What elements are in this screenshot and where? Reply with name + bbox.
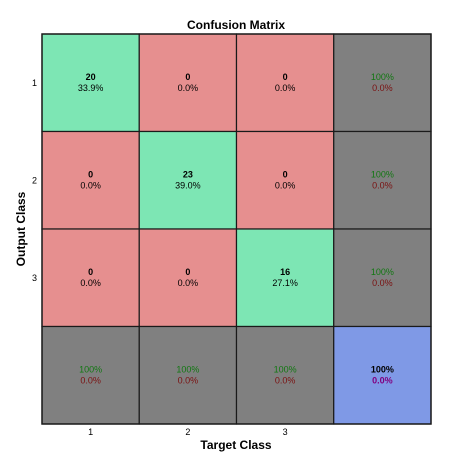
cell-count: 16: [280, 267, 290, 277]
cell-percent: 0.0%: [275, 180, 296, 190]
cell-count: 0: [88, 169, 93, 179]
cell-count: 0: [283, 72, 288, 82]
summary-correct: 100%: [79, 364, 102, 374]
summary-error: 0.0%: [372, 278, 393, 288]
matrix-frame: [41, 33, 432, 425]
cell-percent: 33.9%: [78, 83, 104, 93]
cell-percent: 0.0%: [275, 83, 296, 93]
y-tick-label: 2: [32, 175, 37, 185]
cell-error-r3-c2: [138, 228, 238, 328]
x-axis-label: Target Class: [200, 438, 271, 452]
cell-summary-r4-c1: [41, 325, 140, 425]
summary-correct: 100%: [371, 364, 394, 374]
summary-error: 0.0%: [80, 375, 101, 385]
summary-correct: 100%: [371, 267, 394, 277]
summary-correct: 100%: [371, 169, 394, 179]
summary-error: 0.0%: [178, 375, 199, 385]
x-tick-label: 3: [283, 427, 288, 437]
cell-error-r1-c2: [138, 33, 238, 133]
cell-percent: 0.0%: [80, 180, 101, 190]
summary-error: 0.0%: [372, 375, 393, 385]
summary-correct: 100%: [371, 72, 394, 82]
cell-percent: 27.1%: [272, 278, 298, 288]
cell-percent: 39.0%: [175, 180, 201, 190]
cell-count: 0: [185, 267, 190, 277]
summary-error: 0.0%: [275, 375, 296, 385]
cell-summary-r3-c4: [333, 228, 432, 328]
cell-count: 23: [183, 169, 193, 179]
summary-correct: 100%: [176, 364, 199, 374]
y-tick-label: 1: [32, 78, 37, 88]
cell-count: 0: [88, 267, 93, 277]
cell-error-r2-c1: [41, 130, 140, 230]
cell-count: 20: [86, 72, 96, 82]
matrix-cells: 2033.9%00.0%00.0%100%0.0%00.0%2339.0%00.…: [41, 33, 432, 425]
summary-correct: 100%: [274, 364, 297, 374]
cell-percent: 0.0%: [178, 278, 199, 288]
summary-error: 0.0%: [372, 83, 393, 93]
y-axis-label: Output Class: [14, 191, 28, 266]
cell-count: 0: [283, 169, 288, 179]
cell-summary-r1-c4: [333, 33, 432, 133]
cell-correct-r2-c2: [138, 130, 238, 230]
cell-correct-r1-c1: [41, 33, 140, 133]
x-tick-label: 1: [88, 427, 93, 437]
cell-summary-r2-c4: [333, 130, 432, 230]
x-tick-label: 2: [185, 427, 190, 437]
cell-overall-r4-c4: [333, 325, 432, 425]
cell-percent: 0.0%: [80, 278, 101, 288]
chart-title: Confusion Matrix: [187, 18, 285, 32]
summary-error: 0.0%: [372, 180, 393, 190]
y-tick-label: 3: [32, 273, 37, 283]
cell-summary-r4-c2: [138, 325, 238, 425]
cell-count: 0: [185, 72, 190, 82]
cell-percent: 0.0%: [178, 83, 199, 93]
